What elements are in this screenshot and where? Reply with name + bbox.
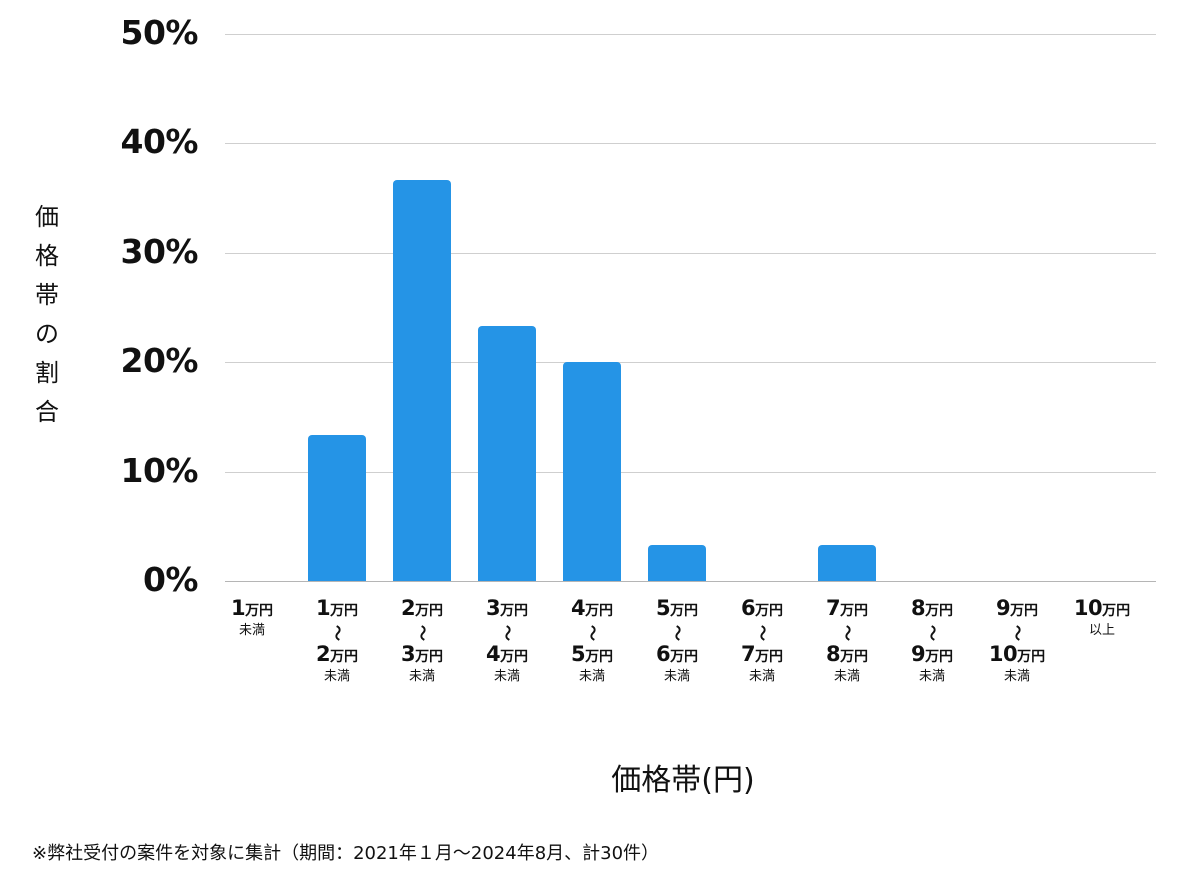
- y-tick-label: 30%: [120, 231, 199, 271]
- y-tick-label: 50%: [120, 13, 199, 52]
- x-category-label: 7万円〜 8万円 未満: [825, 596, 869, 684]
- gridline: [225, 362, 1156, 363]
- x-category-label: 8万円〜 9万円 未満: [910, 596, 954, 684]
- gridline: [225, 143, 1156, 144]
- x-axis-line: [225, 581, 1156, 582]
- y-tick-label: 10%: [120, 450, 199, 490]
- x-category-label: 4万円〜 5万円 未満: [570, 596, 614, 684]
- x-category-label: 10万円 以上: [1073, 596, 1131, 638]
- bar: [478, 326, 536, 581]
- y-axis-label: 価格帯の割合: [30, 198, 64, 432]
- bar: [308, 435, 366, 581]
- x-category-label: 5万円〜 6万円 未満: [655, 596, 699, 684]
- y-axis-label-char: 割: [35, 359, 59, 387]
- bar: [818, 544, 876, 581]
- y-axis-label-char: 格: [35, 242, 59, 270]
- x-category-label: 1万円 未満: [230, 596, 274, 638]
- y-axis-label-char: 価: [35, 203, 59, 231]
- x-category-label: 1万円〜 2万円 未満: [315, 596, 359, 684]
- bar: [648, 544, 706, 581]
- bar: [563, 362, 621, 581]
- x-category-label: 2万円〜 3万円 未満: [400, 596, 444, 684]
- gridline: [225, 253, 1156, 254]
- footnote: ※弊社受付の案件を対象に集計（期間：2021年１月〜2024年8月、計30件）: [32, 843, 660, 864]
- x-category-label: 9万円〜 10万円 未満: [988, 596, 1046, 684]
- gridline: [225, 472, 1156, 473]
- gridline: [225, 34, 1156, 35]
- x-category-label: 3万円〜 4万円 未満: [485, 596, 529, 684]
- x-axis-label: 価格帯(円): [611, 763, 755, 798]
- x-category-label: 6万円〜 7万円 未満: [740, 596, 784, 684]
- y-tick-label: 40%: [120, 122, 199, 162]
- y-axis-label-char: 帯: [35, 281, 59, 309]
- y-axis-label-char: 合: [35, 398, 59, 426]
- y-tick-label: 0%: [142, 560, 199, 599]
- y-tick-label: 20%: [120, 341, 199, 381]
- bar: [393, 179, 451, 581]
- y-axis-label-char: の: [35, 320, 59, 348]
